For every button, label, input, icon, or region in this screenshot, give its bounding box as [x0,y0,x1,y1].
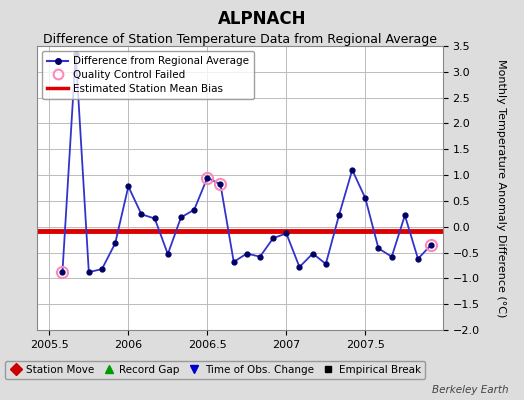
Y-axis label: Monthly Temperature Anomaly Difference (°C): Monthly Temperature Anomaly Difference (… [496,59,506,317]
Title: Difference of Station Temperature Data from Regional Average: Difference of Station Temperature Data f… [43,33,436,46]
Text: Berkeley Earth: Berkeley Earth [432,385,508,395]
Text: ALPNACH: ALPNACH [218,10,306,28]
Legend: Station Move, Record Gap, Time of Obs. Change, Empirical Break: Station Move, Record Gap, Time of Obs. C… [5,361,425,379]
